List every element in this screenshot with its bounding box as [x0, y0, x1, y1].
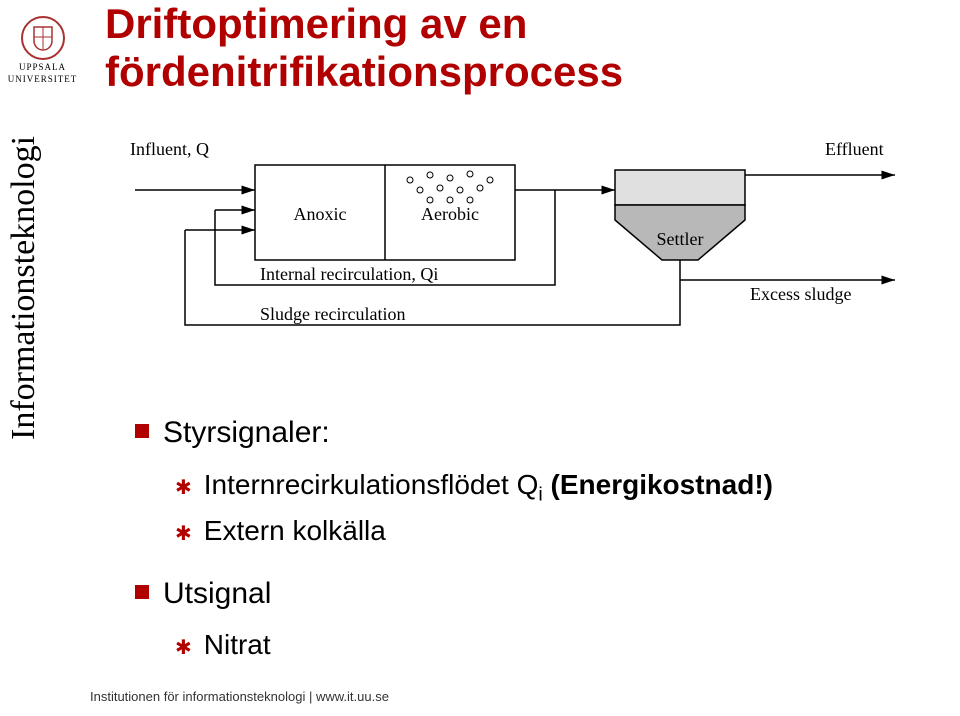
subbullet-kolkalla: ✱ Extern kolkälla	[175, 509, 773, 552]
subbullet-nitrat: ✱ Nitrat	[175, 623, 773, 666]
logo-text-1: UPPSALA	[5, 63, 80, 73]
logo-text-2: UNIVERSITET	[5, 75, 80, 85]
title-line1: Driftoptimering av en	[105, 0, 527, 47]
square-bullet-icon	[135, 585, 149, 599]
bullet-label: Utsignal	[163, 571, 271, 618]
footer-text: Institutionen för informationsteknologi …	[90, 689, 389, 704]
label-settler: Settler	[657, 229, 704, 249]
star-bullet-icon: ✱	[175, 633, 192, 664]
label-sludge-recirc: Sludge recirculation	[260, 304, 405, 324]
label-influent: Influent, Q	[130, 139, 209, 159]
label-internal-recirc: Internal recirculation, Qi	[260, 264, 438, 284]
sidebar-label: Informationsteknologi	[5, 136, 43, 440]
bullet-label: Styrsignaler:	[163, 410, 330, 457]
subbullet-text: Nitrat	[204, 623, 271, 666]
subbullet-qi: ✱ Internrecirkulationsflödet Qi (Energik…	[175, 463, 773, 510]
title-line2: fördenitrifikationsprocess	[105, 48, 623, 95]
process-diagram: Influent, Q Anoxic Aerobic Settler Efflu…	[125, 130, 905, 390]
slide-title: Driftoptimering av en fördenitrifikation…	[105, 0, 623, 97]
star-bullet-icon: ✱	[175, 473, 192, 504]
bullet-utsignal: Utsignal	[135, 571, 773, 618]
uppsala-logo: UPPSALA UNIVERSITET	[5, 15, 80, 85]
label-anoxic: Anoxic	[294, 204, 347, 224]
square-bullet-icon	[135, 424, 149, 438]
subbullet-text: Internrecirkulationsflödet Qi (Energikos…	[204, 463, 773, 510]
label-effluent: Effluent	[825, 139, 884, 159]
bullet-styrsignaler: Styrsignaler:	[135, 410, 773, 457]
label-aerobic: Aerobic	[421, 204, 479, 224]
subbullet-text: Extern kolkälla	[204, 509, 386, 552]
label-excess-sludge: Excess sludge	[750, 284, 851, 304]
star-bullet-icon: ✱	[175, 519, 192, 550]
bullet-list: Styrsignaler: ✱ Internrecirkulationsflöd…	[135, 410, 773, 667]
crest-icon	[20, 15, 66, 61]
